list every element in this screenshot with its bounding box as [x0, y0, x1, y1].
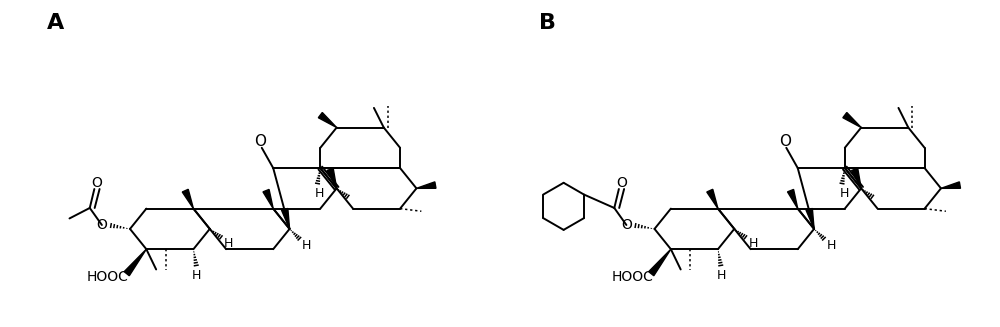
Polygon shape — [941, 182, 960, 188]
Polygon shape — [263, 189, 273, 209]
Polygon shape — [843, 112, 861, 128]
Text: H: H — [749, 237, 758, 250]
Text: HOOC: HOOC — [611, 270, 653, 284]
Text: H: H — [717, 269, 726, 283]
Text: H: H — [302, 239, 311, 252]
Text: O: O — [92, 176, 102, 190]
Polygon shape — [806, 209, 814, 229]
Polygon shape — [327, 168, 337, 188]
Polygon shape — [416, 182, 436, 188]
Text: O: O — [621, 218, 632, 232]
Text: B: B — [539, 13, 556, 33]
Text: O: O — [779, 134, 791, 149]
Text: A: A — [47, 13, 64, 33]
Text: O: O — [96, 218, 107, 232]
Text: H: H — [839, 187, 849, 200]
Text: H: H — [315, 187, 324, 200]
Text: O: O — [616, 176, 627, 190]
Polygon shape — [788, 189, 798, 209]
Text: H: H — [192, 269, 201, 283]
Text: H: H — [826, 239, 836, 252]
Text: O: O — [254, 134, 266, 149]
Polygon shape — [182, 189, 193, 209]
Polygon shape — [318, 112, 337, 128]
Polygon shape — [852, 168, 861, 188]
Polygon shape — [649, 249, 671, 276]
Text: HOOC: HOOC — [87, 270, 129, 284]
Polygon shape — [707, 189, 718, 209]
Text: H: H — [224, 237, 233, 250]
Polygon shape — [124, 249, 146, 276]
Polygon shape — [281, 209, 290, 229]
